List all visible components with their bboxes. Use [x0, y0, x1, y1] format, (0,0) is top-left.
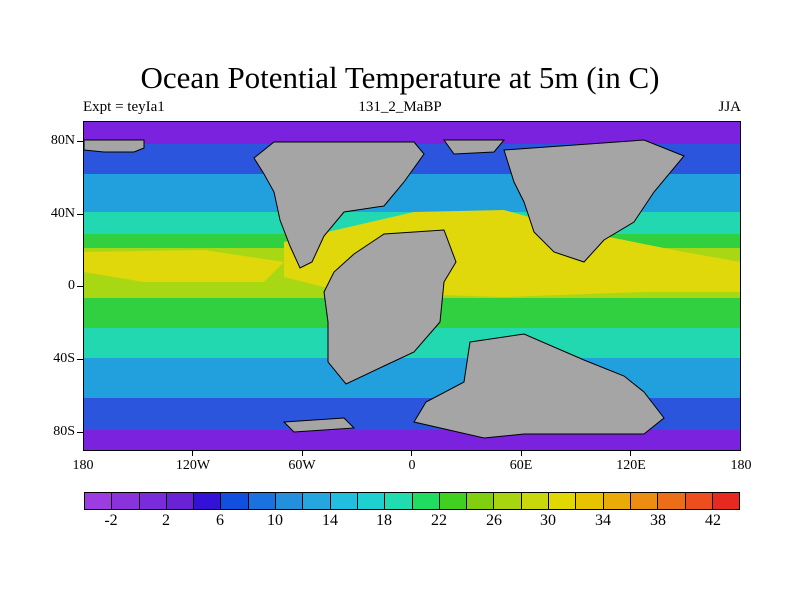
- colorbar-swatch: [712, 493, 740, 509]
- colorbar-label: 6: [216, 512, 224, 529]
- lon-label-60e: 60E: [509, 458, 533, 473]
- colorbar-swatch: [658, 493, 686, 509]
- colorbar-swatch: [521, 493, 550, 509]
- experiment-label: Expt = teyIa1: [83, 99, 165, 115]
- lon-tick-120w: [192, 451, 193, 456]
- colorbar-label: 30: [540, 512, 556, 529]
- landmass-laurentia: [253, 141, 425, 269]
- lat-tick-40n: [77, 214, 83, 215]
- lon-label-180e: 180: [730, 458, 752, 473]
- landmass-gondwana-east: [413, 333, 665, 439]
- colorbar-swatch: [194, 493, 222, 509]
- lon-label-120e: 120E: [616, 458, 646, 473]
- landmass-gondwana-west: [323, 229, 457, 385]
- band-arctic: [84, 122, 740, 144]
- landmass-eurasia: [503, 139, 685, 263]
- landmass-greenland: [443, 139, 506, 155]
- colorbar-swatch: [630, 493, 659, 509]
- colorbar-label: 14: [322, 512, 338, 529]
- lon-tick-120e: [630, 451, 631, 456]
- lat-label-40s: 40S: [53, 351, 75, 366]
- colorbar-swatch: [439, 493, 468, 509]
- band-antarctic: [84, 430, 740, 450]
- colorbar: [84, 492, 740, 510]
- lat-tick-80s: [77, 432, 83, 433]
- lat-tick-80n: [77, 141, 83, 142]
- lat-tick-eq: [77, 286, 83, 287]
- colorbar-swatch: [248, 493, 277, 509]
- lat-tick-40s: [77, 359, 83, 360]
- lon-label-0: 0: [408, 458, 416, 473]
- colorbar-label: 26: [486, 512, 502, 529]
- colorbar-swatch: [85, 493, 113, 509]
- lat-label-eq: 0: [68, 278, 75, 293]
- colorbar-swatch: [412, 493, 440, 509]
- colorbar-label: -2: [104, 512, 118, 529]
- colorbar-swatch: [494, 493, 522, 509]
- colorbar-swatch: [303, 493, 331, 509]
- season-label: JJA: [718, 99, 741, 115]
- colorbar-label: 42: [705, 512, 721, 529]
- colorbar-swatch: [139, 493, 167, 509]
- age-label: 131_2_MaBP: [358, 99, 442, 115]
- colorbar-swatch: [467, 493, 495, 509]
- lat-label-80s: 80S: [53, 424, 75, 439]
- colorbar-swatch: [221, 493, 249, 509]
- colorbar-label: 38: [650, 512, 666, 529]
- colorbar-swatch: [357, 493, 386, 509]
- colorbar-swatch: [603, 493, 631, 509]
- colorbar-swatch: [576, 493, 604, 509]
- lat-label-40n: 40N: [50, 206, 75, 221]
- colorbar-swatch: [385, 493, 413, 509]
- warm-pool-pacific: [84, 250, 284, 282]
- colorbar-label: 22: [431, 512, 447, 529]
- lat-label-80n: 80N: [50, 133, 75, 148]
- colorbar-swatch: [166, 493, 195, 509]
- lon-tick-60e: [521, 451, 522, 456]
- lon-label-120w: 120W: [175, 458, 211, 473]
- chart-title: Ocean Potential Temperature at 5m (in C): [140, 60, 660, 95]
- colorbar-swatch: [276, 493, 304, 509]
- landmass-small-island: [282, 417, 356, 433]
- colorbar-swatch: [112, 493, 140, 509]
- colorbar-swatch: [685, 493, 713, 509]
- colorbar-label: 2: [162, 512, 170, 529]
- landmass-north-pacific-rim: [84, 139, 145, 153]
- colorbar-label: 34: [595, 512, 611, 529]
- colorbar-swatch: [549, 493, 577, 509]
- temperature-map: [84, 122, 740, 450]
- colorbar-swatch: [330, 493, 358, 509]
- colorbar-label: 18: [376, 512, 392, 529]
- map-panel: [83, 121, 741, 451]
- lon-label-180w: 180: [72, 458, 94, 473]
- lon-tick-60w: [302, 451, 303, 456]
- colorbar-label: 10: [267, 512, 283, 529]
- lon-tick-0: [411, 451, 412, 456]
- lon-label-60w: 60W: [288, 458, 316, 473]
